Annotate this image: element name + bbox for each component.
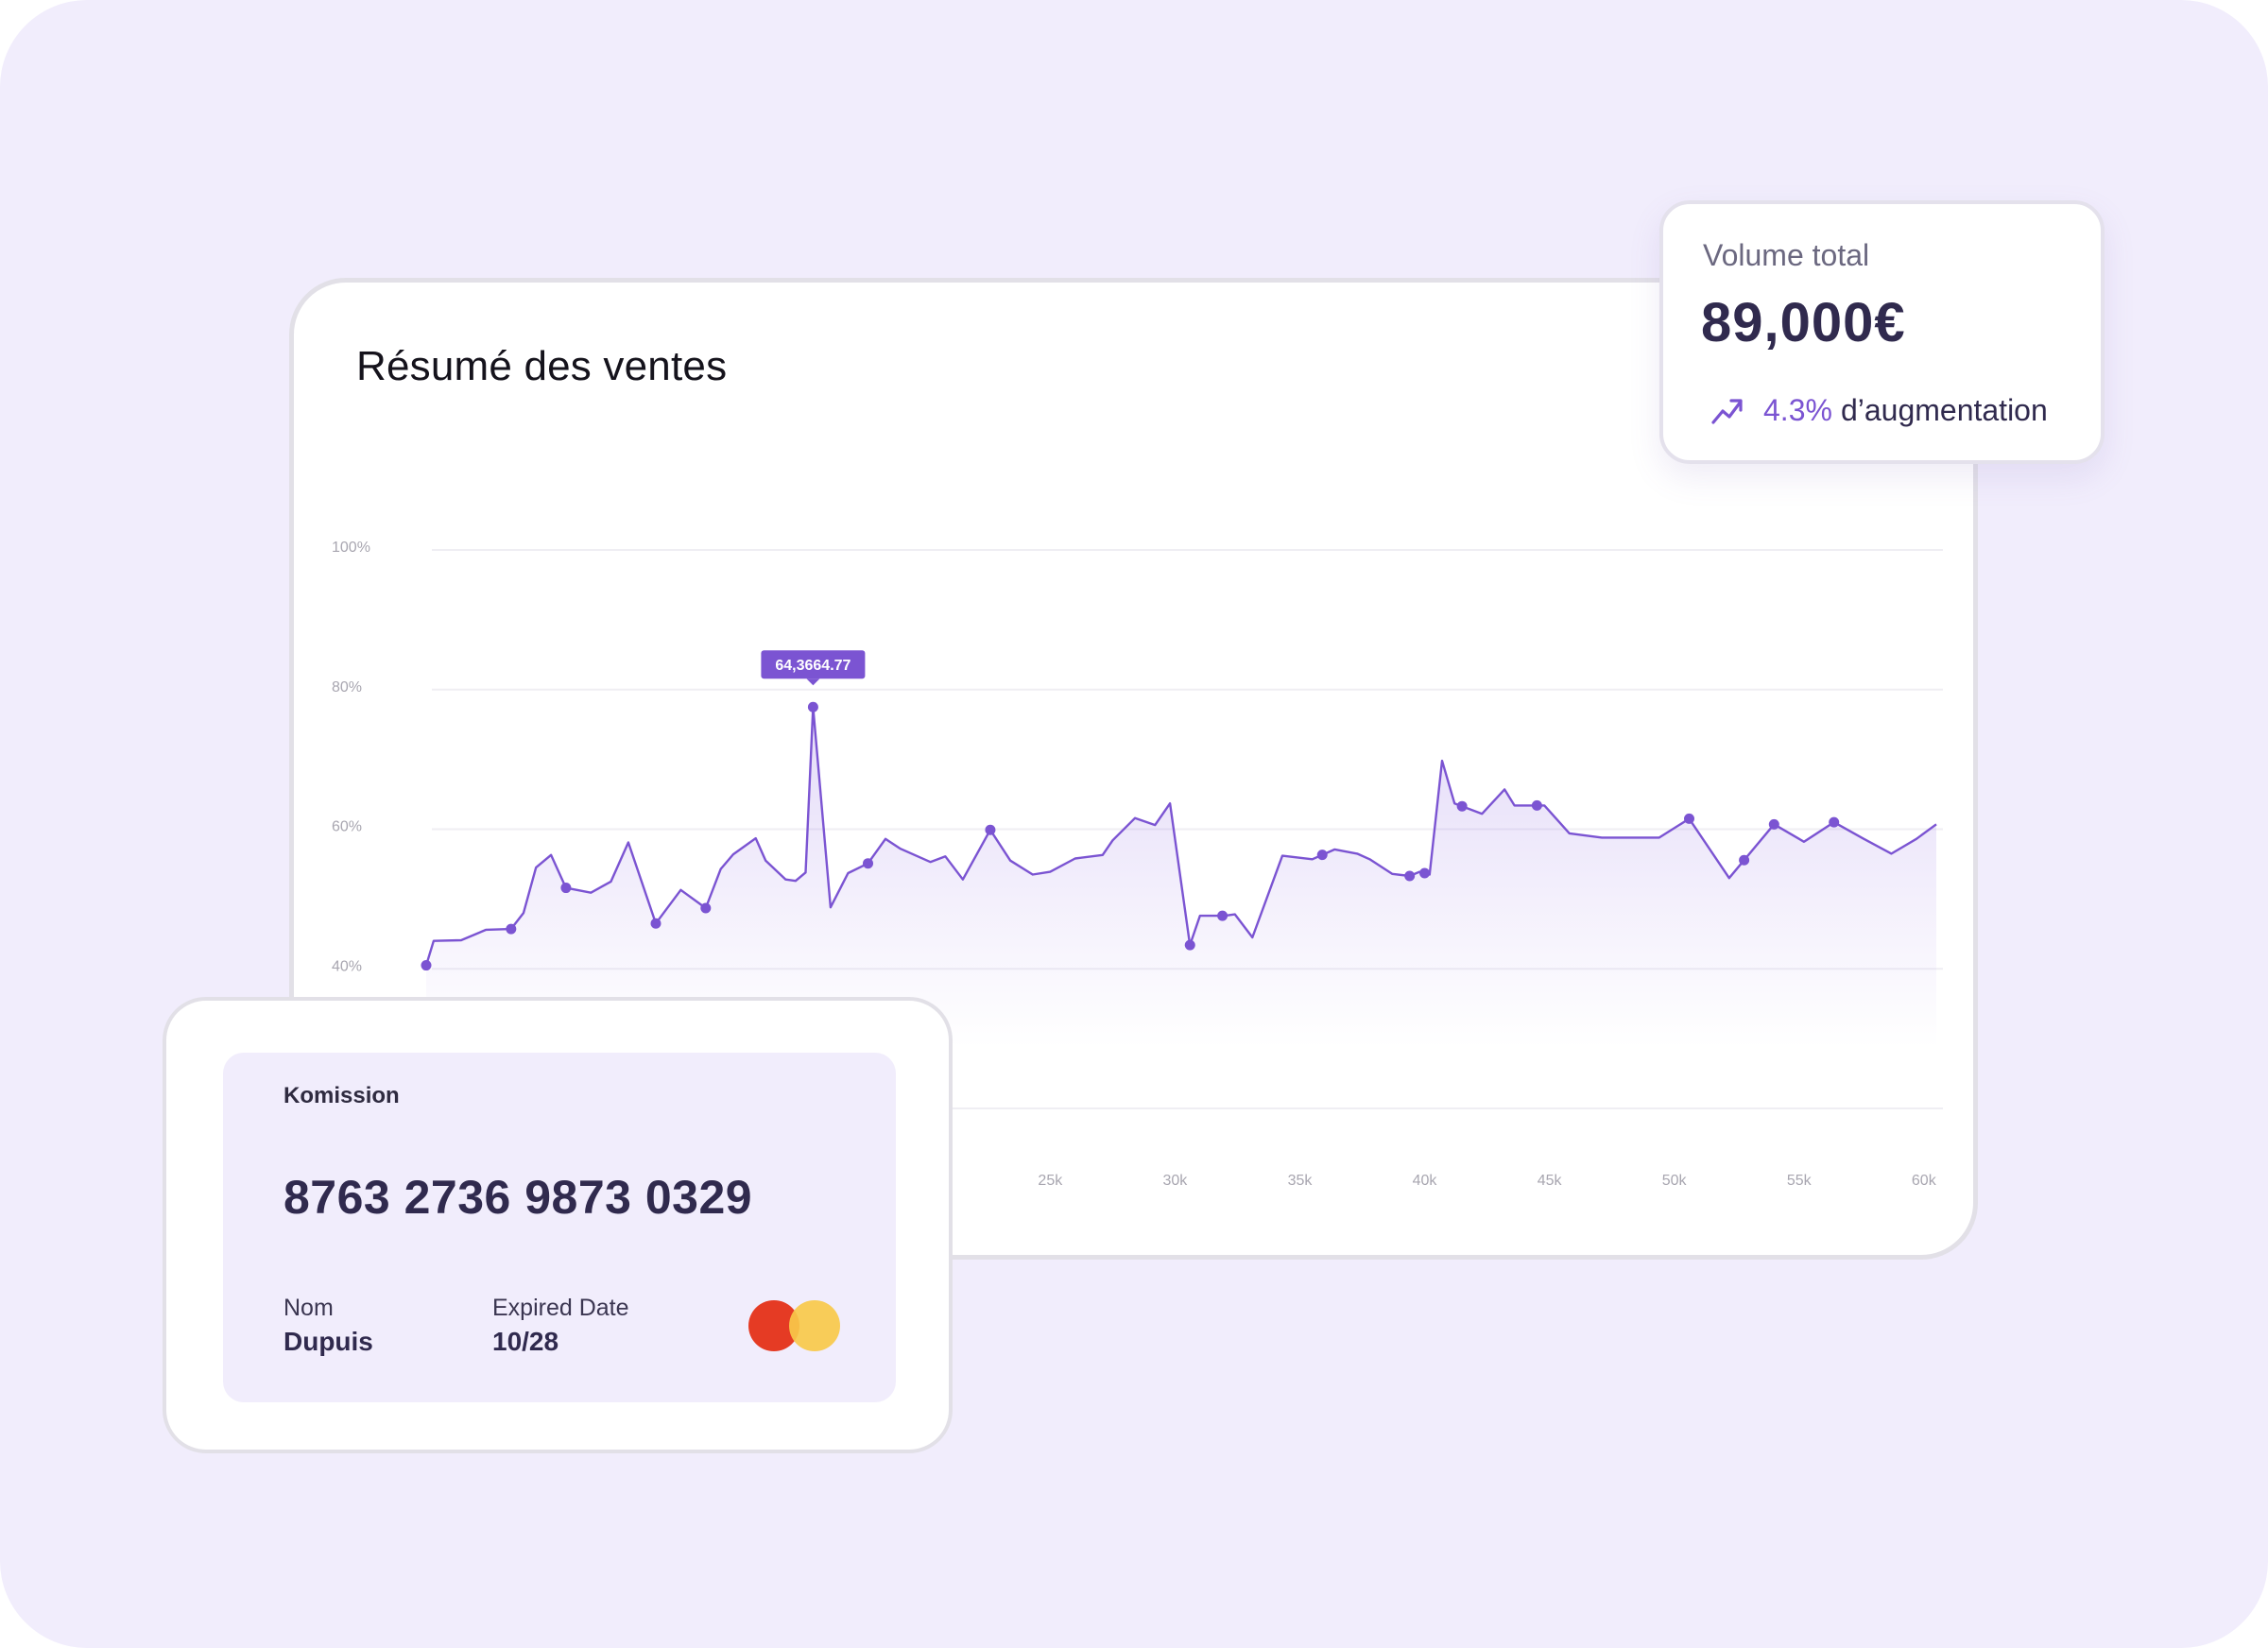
- data-point: [863, 858, 874, 869]
- y-tick-label: 80%: [332, 679, 362, 695]
- y-tick-label: 40%: [332, 958, 362, 974]
- data-point: [1184, 939, 1195, 951]
- data-point: [1829, 816, 1840, 828]
- volume-trend: 4.3% d’augmentation: [1709, 391, 2048, 429]
- data-point: [1739, 854, 1750, 866]
- tooltip-label: 64,3664.77: [775, 658, 850, 674]
- data-point: [506, 923, 517, 935]
- x-tick-label: 50k: [1662, 1173, 1688, 1189]
- data-point: [985, 824, 996, 835]
- x-tick-label: 30k: [1162, 1173, 1188, 1189]
- data-point: [560, 883, 572, 894]
- data-point: [1768, 818, 1779, 830]
- data-point: [1684, 813, 1695, 824]
- x-tick-label: 60k: [1912, 1173, 1937, 1189]
- y-tick-label: 60%: [332, 819, 362, 835]
- series-line: [424, 706, 1937, 966]
- trending-up-icon: [1711, 399, 1743, 424]
- x-tick-label: 45k: [1538, 1173, 1563, 1189]
- y-tick-label: 100%: [332, 540, 370, 556]
- x-tick-label: 55k: [1787, 1173, 1813, 1189]
- mastercard-logo-icon: [748, 1300, 840, 1351]
- volume-label: Volume total: [1703, 238, 1870, 272]
- data-point: [1456, 800, 1468, 812]
- data-point: [1404, 870, 1416, 882]
- chart-tooltip: 64,3664.77: [761, 650, 866, 686]
- card-expiry-label: Expired Date: [492, 1295, 629, 1321]
- x-tick-label: 35k: [1288, 1173, 1314, 1189]
- card-title: Komission: [284, 1083, 400, 1108]
- volume-value: 89,000€: [1701, 292, 1906, 353]
- card-name-value: Dupuis: [284, 1327, 373, 1356]
- volume-change-text: d’augmentation: [1840, 392, 2048, 427]
- card-expiry-value: 10/28: [492, 1327, 559, 1356]
- card-name-label: Nom: [284, 1295, 334, 1321]
- card-number: 8763 2736 9873 0329: [284, 1171, 753, 1224]
- x-tick-label: 25k: [1038, 1173, 1063, 1189]
- data-point: [1531, 799, 1542, 811]
- credit-card: Komission 8763 2736 9873 0329 Nom Dupuis…: [223, 1053, 896, 1402]
- x-tick-label: 40k: [1413, 1173, 1438, 1189]
- data-point: [421, 960, 432, 971]
- volume-change-percent: 4.3%: [1763, 392, 1832, 427]
- data-point: [700, 902, 712, 914]
- data-point: [1316, 850, 1328, 861]
- data-point: [1217, 910, 1228, 921]
- volume-total-card: Volume total 89,000€ 4.3% d’augmentation: [1659, 200, 2105, 464]
- data-point: [807, 701, 818, 712]
- data-point: [1419, 867, 1431, 879]
- data-point: [650, 918, 662, 929]
- chart-title: Résumé des ventes: [356, 343, 728, 389]
- series-area: [426, 707, 1936, 1048]
- sales-line-chart: 100% 80% 60% 40% 25k 30k 35k 40k 45k 50k 55k 60k 64,…: [332, 540, 1943, 1189]
- commission-card: Komission 8763 2736 9873 0329 Nom Dupuis…: [163, 997, 953, 1453]
